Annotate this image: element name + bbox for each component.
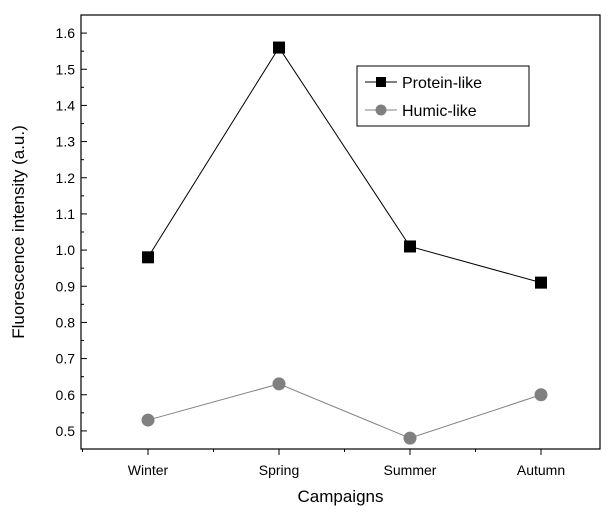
legend-marker: [375, 104, 387, 116]
x-axis: Winter Spring Summer Autumn: [82, 449, 565, 478]
y-tick-label: 1.6: [56, 25, 76, 41]
y-tick-label: 0.6: [56, 387, 76, 403]
legend-marker: [376, 77, 386, 87]
data-point: [141, 413, 155, 427]
series-line: [147, 46, 542, 284]
x-tick-label: Winter: [128, 462, 169, 478]
y-tick-label: 1.4: [56, 97, 76, 113]
data-point: [272, 377, 286, 391]
series-layer: [141, 41, 548, 445]
y-tick-label: 1.0: [56, 242, 76, 258]
y-tick-label: 0.8: [56, 314, 76, 330]
x-axis-title: Campaigns: [298, 487, 384, 506]
data-point: [404, 240, 416, 253]
legend-label: Protein-like: [402, 75, 482, 92]
x-tick-label: Summer: [384, 462, 437, 478]
data-point: [534, 388, 548, 402]
series-line: [147, 383, 542, 439]
y-tick-label: 0.5: [56, 423, 76, 439]
legend-label: Humic-like: [402, 103, 477, 120]
y-tick-label: 0.9: [56, 278, 76, 294]
y-tick-label: 1.5: [56, 61, 76, 77]
data-point: [403, 431, 417, 445]
data-point: [142, 251, 154, 264]
y-tick-label: 1.2: [56, 170, 76, 186]
data-point: [273, 41, 285, 54]
legend: Protein-like Humic-like: [356, 65, 530, 127]
y-tick-label: 1.1: [56, 206, 76, 222]
x-tick-label: Autumn: [517, 462, 565, 478]
y-axis-title: Fluorescence intensity (a.u.): [9, 125, 28, 339]
data-point: [535, 276, 547, 289]
legend-box: [356, 65, 530, 127]
y-axis: 0.5 0.6 0.7 0.8 0.9 1.0 1.1 1.2 1.3 1.4 1.5 1.6: [56, 25, 87, 439]
y-tick-label: 0.7: [56, 351, 76, 367]
y-tick-label: 1.3: [56, 134, 76, 150]
x-tick-label: Spring: [259, 462, 299, 478]
